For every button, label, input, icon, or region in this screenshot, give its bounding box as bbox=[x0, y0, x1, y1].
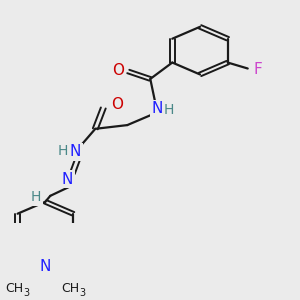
Text: 3: 3 bbox=[23, 288, 29, 298]
Text: H: H bbox=[164, 103, 175, 117]
Text: N: N bbox=[70, 144, 81, 159]
Text: N: N bbox=[61, 172, 73, 187]
Text: F: F bbox=[253, 62, 262, 77]
Text: O: O bbox=[111, 97, 123, 112]
Text: N: N bbox=[152, 101, 163, 116]
Text: H: H bbox=[58, 144, 68, 158]
Text: N: N bbox=[40, 259, 51, 274]
Text: O: O bbox=[112, 63, 124, 78]
Text: CH: CH bbox=[61, 282, 79, 296]
Text: CH: CH bbox=[5, 282, 23, 296]
Text: 3: 3 bbox=[79, 288, 85, 298]
Text: H: H bbox=[31, 190, 41, 204]
